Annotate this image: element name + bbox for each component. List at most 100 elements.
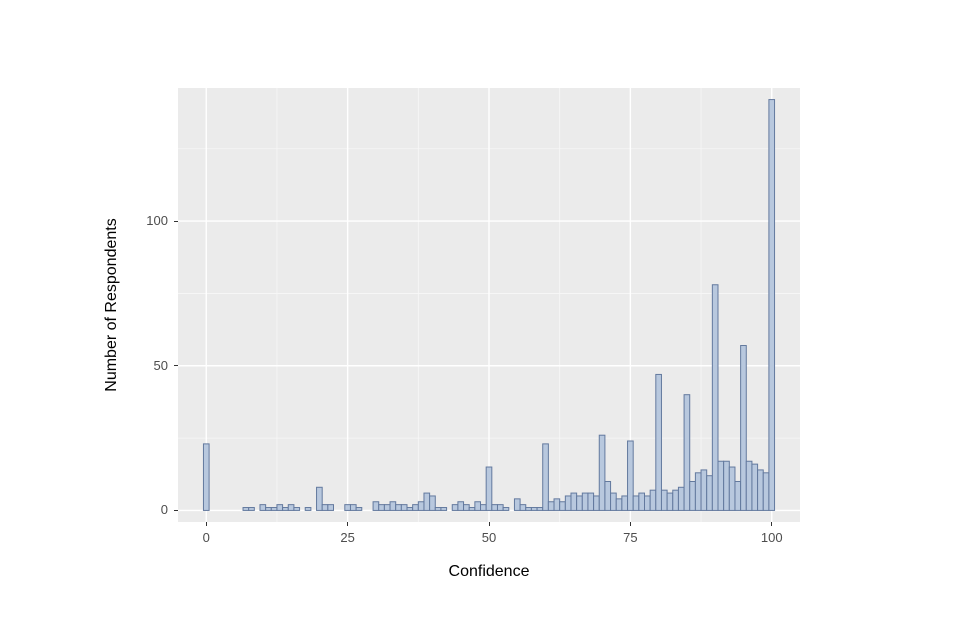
histogram-bar: [711, 284, 719, 511]
histogram-bar: [723, 460, 730, 511]
histogram-bar: [689, 480, 696, 511]
histogram-bar: [649, 489, 657, 511]
histogram-bar: [644, 495, 651, 511]
histogram-bar: [757, 469, 764, 511]
histogram-bar: [536, 507, 544, 511]
histogram-bar: [632, 495, 640, 511]
x-tick-mark: [488, 522, 490, 526]
histogram-bar: [457, 501, 465, 511]
histogram-bar: [327, 504, 335, 511]
histogram-bar: [378, 504, 385, 511]
histogram-bar: [412, 504, 419, 511]
y-tick-label: 100: [146, 213, 168, 229]
histogram-bar: [485, 466, 493, 511]
histogram-bar: [248, 507, 255, 511]
histogram-bar: [553, 498, 561, 511]
y-tick-label: 0: [160, 502, 168, 518]
histogram-bar: [672, 489, 679, 511]
histogram-bar: [259, 504, 267, 511]
histogram-bar: [519, 504, 527, 511]
histogram-bar: [564, 495, 572, 511]
histogram-bar: [660, 489, 668, 511]
histogram-bar: [547, 501, 555, 511]
histogram-bar: [734, 480, 742, 511]
histogram-bar: [276, 504, 284, 511]
histogram-bar: [202, 443, 210, 511]
histogram-bar: [423, 492, 431, 511]
histogram-bar: [728, 466, 736, 511]
x-tick-mark: [629, 522, 631, 526]
histogram-bar: [706, 475, 713, 511]
histogram-bar: [242, 507, 250, 511]
histogram-bar: [429, 495, 436, 511]
histogram-bar: [344, 504, 351, 511]
histogram-bar: [576, 495, 583, 511]
histogram-bar: [762, 472, 770, 511]
histogram-bar: [395, 504, 402, 511]
x-tick-label: 75: [623, 530, 638, 545]
histogram-bar: [406, 507, 414, 511]
histogram-bar: [304, 507, 312, 511]
histogram-bar: [451, 504, 459, 511]
plot-svg: [178, 88, 800, 522]
histogram-bar: [768, 99, 776, 511]
histogram-bar: [581, 492, 589, 511]
histogram-bar: [491, 504, 498, 511]
y-tick-mark: [174, 365, 178, 367]
histogram-bar: [621, 495, 629, 511]
histogram-bar: [480, 504, 487, 511]
x-axis-title: Confidence: [448, 563, 530, 580]
histogram-bar: [677, 486, 685, 511]
histogram-bar: [751, 463, 759, 511]
histogram-bar: [355, 507, 363, 511]
histogram-bar: [463, 504, 470, 511]
x-tick-label: 50: [481, 530, 497, 545]
histogram-bar: [542, 443, 549, 511]
histogram-bar: [389, 501, 397, 511]
x-tick-mark: [205, 522, 207, 526]
histogram-bar: [694, 472, 702, 511]
histogram-bar: [383, 504, 391, 511]
histogram-bar: [745, 460, 753, 511]
histogram-bar: [627, 440, 634, 511]
histogram-bar: [265, 507, 272, 511]
histogram-bar: [598, 434, 606, 511]
histogram-bar: [530, 507, 538, 511]
histogram-bar: [655, 373, 662, 511]
histogram-bar: [474, 501, 482, 511]
histogram-bar: [717, 460, 725, 511]
histogram-bar: [666, 492, 674, 511]
y-tick-mark: [174, 220, 178, 222]
histogram-bar: [559, 501, 566, 511]
plot-panel: [178, 88, 800, 522]
histogram-bar: [468, 507, 476, 511]
histogram-bar: [587, 492, 595, 511]
histogram-bar: [525, 507, 532, 511]
histogram-bar: [349, 504, 357, 511]
histogram-bar: [321, 504, 329, 511]
histogram-bar: [282, 507, 289, 511]
histogram-bar: [417, 501, 425, 511]
histogram-bar: [434, 507, 442, 511]
y-tick-label: 50: [153, 357, 168, 373]
histogram-bar: [593, 495, 600, 511]
histogram-bar: [316, 486, 323, 511]
x-tick-mark: [347, 522, 349, 526]
x-tick-label: 100: [760, 530, 783, 545]
x-tick-label: 25: [340, 530, 355, 545]
histogram-bar: [570, 492, 578, 511]
histogram-bar: [513, 498, 521, 511]
histogram-bar: [502, 507, 510, 511]
histogram-bar: [610, 492, 617, 511]
histogram-bar: [372, 501, 380, 511]
histogram-bar: [440, 507, 448, 511]
x-tick-label: 0: [202, 530, 210, 545]
histogram-bar: [287, 504, 295, 511]
y-axis-title: Number of Respondents: [103, 218, 120, 392]
histogram-bar: [604, 480, 612, 511]
histogram-bar: [496, 504, 504, 511]
histogram-bar: [740, 345, 747, 511]
histogram-bar: [615, 498, 623, 511]
histogram-bar: [638, 492, 646, 511]
